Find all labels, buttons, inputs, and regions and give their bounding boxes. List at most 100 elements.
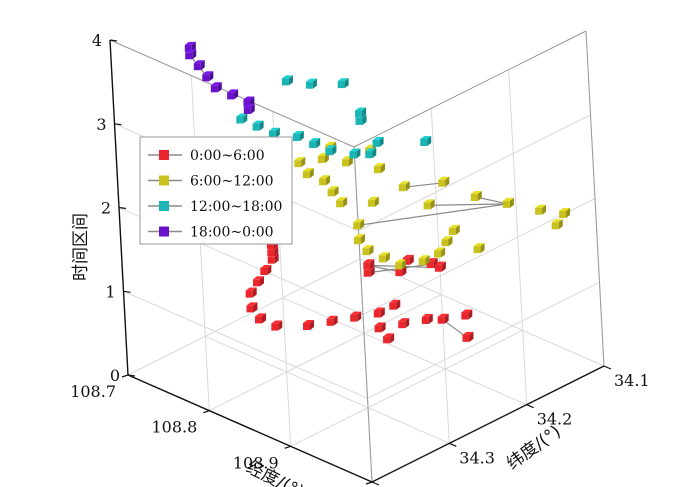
point-top: [325, 145, 337, 149]
point-face: [389, 302, 397, 310]
x-tick-mark: [365, 481, 373, 485]
point-face: [502, 200, 510, 208]
grid-line: [209, 294, 442, 412]
legend-item: 12:00~18:00: [148, 199, 282, 215]
point-top: [271, 320, 283, 324]
data-point: [434, 261, 446, 272]
point-side: [343, 197, 348, 208]
point-top: [255, 313, 267, 317]
point-side: [316, 138, 321, 149]
point-face: [426, 261, 434, 269]
point-side: [275, 127, 280, 138]
grid-line: [123, 290, 368, 399]
point-top: [462, 331, 474, 335]
legend-marker: [159, 226, 169, 237]
data-point: [210, 82, 222, 93]
data-point: [350, 311, 362, 322]
y-tick-mark: [449, 442, 457, 447]
point-face: [227, 92, 235, 100]
point-top: [260, 264, 272, 268]
point-face: [243, 107, 251, 114]
y-tick-label: 34.1: [614, 371, 650, 390]
point-face: [441, 239, 449, 247]
point-face: [305, 81, 313, 89]
series-points: [184, 41, 571, 344]
data-point: [367, 196, 379, 207]
point-side: [356, 148, 361, 159]
point-face: [438, 179, 446, 187]
point-side: [259, 120, 264, 131]
x-tick-mark: [121, 374, 129, 378]
point-side: [566, 207, 571, 218]
point-side: [402, 266, 407, 277]
data-point: [423, 199, 435, 210]
point-face: [398, 184, 406, 192]
data-point: [354, 234, 365, 245]
point-face: [193, 63, 201, 71]
point-top: [193, 60, 205, 64]
data-point: [470, 191, 482, 202]
point-top: [434, 247, 446, 251]
point-top: [398, 181, 410, 185]
point-side: [381, 163, 385, 174]
point-top: [227, 89, 239, 93]
point-side: [310, 319, 315, 330]
point-face: [461, 312, 469, 320]
data-point: [421, 313, 433, 324]
point-face: [372, 139, 380, 147]
point-face: [252, 123, 260, 131]
point-side: [209, 71, 214, 82]
z-tick-label: 2: [101, 199, 111, 218]
point-face: [243, 99, 251, 107]
z-tick-mark: [127, 374, 136, 377]
point-side: [402, 259, 407, 270]
point-face: [341, 159, 349, 167]
point-top: [202, 71, 214, 75]
point-top: [355, 107, 367, 111]
z-tick-mark: [109, 39, 118, 42]
point-top: [374, 163, 385, 167]
point-top: [210, 82, 222, 86]
point-side: [260, 276, 265, 287]
point-face: [398, 321, 406, 329]
point-side: [192, 49, 197, 60]
point-face: [210, 85, 218, 93]
data-point: [373, 307, 385, 318]
z-tick-label: 3: [96, 115, 106, 134]
data-point: [363, 259, 375, 270]
point-side: [274, 253, 279, 264]
point-top: [374, 322, 386, 326]
point-face: [434, 250, 442, 258]
data-point: [193, 60, 205, 71]
point-top: [421, 313, 433, 317]
point-face: [374, 325, 382, 333]
legend-item: 18:00~0:00: [148, 225, 274, 241]
point-top: [327, 186, 339, 190]
point-face: [325, 148, 333, 156]
data-point: [383, 333, 395, 344]
data-point: [305, 78, 317, 89]
point-side: [374, 196, 379, 207]
z-axis-title: 时间区间: [71, 213, 91, 281]
point-face: [423, 202, 431, 210]
box-edge: [353, 146, 373, 483]
data-point: [441, 236, 453, 247]
data-point: [355, 107, 367, 118]
point-side: [405, 181, 410, 192]
point-face: [402, 257, 410, 265]
point-side: [428, 313, 433, 324]
point-top: [438, 176, 450, 180]
point-top: [363, 259, 375, 263]
data-point: [292, 131, 304, 141]
data-point: [362, 245, 374, 256]
point-top: [437, 313, 449, 317]
point-top: [353, 219, 365, 223]
z-tick-mark: [114, 123, 122, 126]
data-point: [535, 204, 547, 215]
point-top: [319, 175, 331, 179]
point-top: [281, 75, 293, 79]
point-side: [542, 204, 547, 215]
data-point: [245, 287, 257, 298]
data-point: [372, 136, 384, 147]
series-connector-line: [428, 203, 508, 206]
